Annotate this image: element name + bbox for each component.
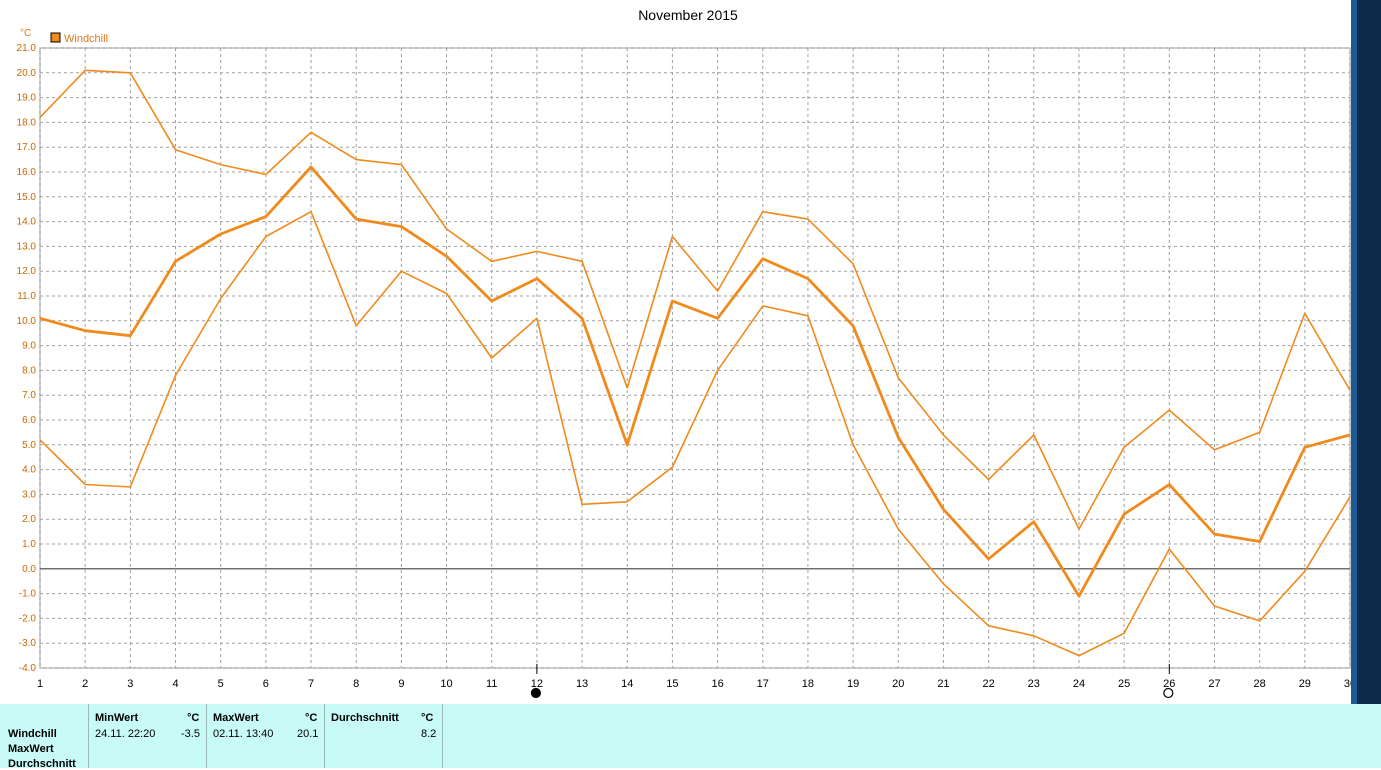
grid	[39, 47, 1351, 669]
x-tick-label: 22	[982, 678, 994, 690]
x-tick-label: 29	[1299, 678, 1311, 690]
series-line-2	[39, 210, 1351, 657]
avg-value: 8.2	[421, 728, 437, 740]
legend-label: Windchill	[64, 33, 108, 45]
x-tick-label: 19	[847, 678, 859, 690]
y-tick-label: 12.0	[17, 266, 37, 277]
y-tick-label: 16.0	[17, 167, 37, 178]
x-tick-label: 2	[82, 678, 88, 690]
min-value: -3.5	[181, 728, 200, 740]
x-tick-label: 18	[802, 678, 814, 690]
x-axis-ticks: 1 2 3 4 5 6 7 8 9 10 11 12 13 14 15 16 17 18 19 20 21 22 23 24 2…	[37, 678, 1351, 690]
y-tick-label: -2.0	[19, 613, 37, 624]
y-tick-label: 8.0	[22, 365, 36, 376]
new-moon-icon	[1163, 687, 1174, 699]
x-tick-label: 24	[1073, 678, 1085, 690]
y-tick-label: 13.0	[17, 241, 37, 252]
min-column: MinWert °C 24.11. 22:20 -3.5	[88, 704, 206, 768]
x-tick-label: 25	[1118, 678, 1130, 690]
y-axis-ticks: 21.0 20.0 19.0 18.0 17.0 16.0 15.0 14.0 13.0 12.0…	[17, 43, 37, 674]
x-tick-label: 14	[621, 678, 633, 690]
x-tick-label: 23	[1028, 678, 1040, 690]
avg-column: Durchschnitt °C 8.2	[324, 704, 443, 768]
y-tick-label: 3.0	[22, 489, 36, 500]
summary-panel: Windchill MaxWert Durchschnitt MinWert °…	[0, 704, 1381, 770]
y-tick-label: 0.0	[22, 564, 36, 575]
max-column: MaxWert °C 02.11. 13:40 20.1	[206, 704, 324, 768]
window-edge	[1351, 0, 1381, 704]
y-tick-label: 17.0	[17, 142, 37, 153]
row-label-maxwert: MaxWert	[8, 743, 54, 755]
x-tick-label: 21	[937, 678, 949, 690]
x-tick-label: 1	[37, 678, 43, 690]
x-tick-label: 28	[1254, 678, 1266, 690]
x-tick-label: 8	[353, 678, 359, 690]
series-line-0	[39, 69, 1351, 530]
y-tick-label: 14.0	[17, 217, 37, 228]
y-tick-label: 5.0	[22, 440, 36, 451]
series-line-1	[39, 165, 1351, 598]
full-moon-icon	[530, 687, 541, 699]
x-tick-label: 12	[531, 678, 543, 690]
row-label-windchill: Windchill	[8, 728, 57, 740]
max-header: MaxWert	[213, 712, 259, 724]
x-tick-label: 16	[711, 678, 723, 690]
chart: 21.020.019.018.017.016.015.014.013.012.0…	[17, 7, 1351, 699]
chart-title: November 2015	[638, 7, 738, 23]
y-tick-label: 18.0	[17, 117, 37, 128]
x-tick-label: 5	[218, 678, 224, 690]
max-unit: °C	[305, 712, 318, 724]
min-unit: °C	[187, 712, 200, 724]
plot-frame	[39, 47, 1351, 669]
x-tick-label: 9	[398, 678, 404, 690]
x-tick-label: 13	[576, 678, 588, 690]
x-tick-label: 11	[486, 678, 497, 690]
y-tick-label: 2.0	[22, 514, 36, 525]
y-tick-label: 11.0	[17, 291, 36, 302]
x-tick-label: 6	[263, 678, 269, 690]
x-tick-label: 7	[308, 678, 314, 690]
x-tick-label: 17	[757, 678, 769, 690]
y-tick-label: -4.0	[19, 663, 37, 674]
avg-header: Durchschnitt	[331, 712, 399, 724]
y-tick-label: 15.0	[17, 192, 37, 203]
x-tick-label: 3	[127, 678, 133, 690]
x-tick-label: 30	[1344, 678, 1351, 690]
y-tick-label: -1.0	[19, 589, 37, 600]
min-date: 24.11. 22:20	[95, 728, 156, 740]
max-date: 02.11. 13:40	[213, 728, 274, 740]
min-header: MinWert	[95, 712, 139, 724]
y-tick-label: 4.0	[22, 465, 36, 476]
avg-unit: °C	[421, 712, 434, 724]
y-tick-label: 10.0	[17, 316, 37, 327]
max-value: 20.1	[297, 728, 319, 740]
x-tick-label: 27	[1208, 678, 1220, 690]
x-tick-label: 26	[1163, 678, 1175, 690]
moon-markers	[530, 664, 1174, 699]
x-tick-label: 10	[440, 678, 452, 690]
y-tick-label: 20.0	[17, 68, 37, 79]
y-tick-label: 1.0	[22, 539, 36, 550]
y-tick-label: -3.0	[19, 638, 37, 649]
y-tick-label: 9.0	[22, 341, 36, 352]
y-tick-label: 7.0	[22, 390, 36, 401]
y-tick-label: 6.0	[22, 415, 36, 426]
series-lines	[39, 69, 1351, 657]
x-tick-label: 4	[172, 678, 178, 690]
x-tick-label: 15	[666, 678, 678, 690]
y-tick-label: 19.0	[17, 93, 37, 104]
x-tick-label: 20	[892, 678, 904, 690]
y-axis-unit: °C	[20, 28, 31, 39]
legend-swatch	[50, 32, 61, 43]
y-tick-label: 21.0	[17, 43, 37, 54]
row-label-durchschnitt: Durchschnitt	[8, 758, 76, 770]
